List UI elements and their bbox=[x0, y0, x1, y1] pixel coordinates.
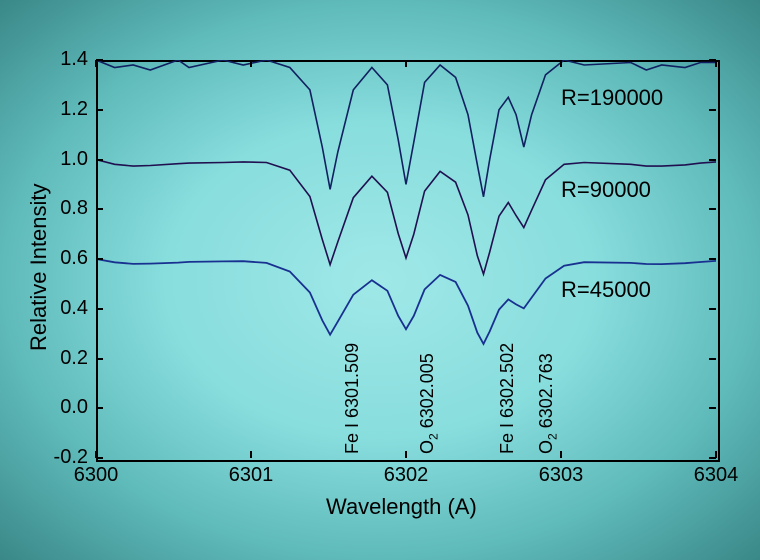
x-tick bbox=[560, 60, 562, 67]
x-tick bbox=[715, 60, 717, 67]
line-id-label: Fe I 6302.502 bbox=[497, 343, 518, 454]
x-tick bbox=[560, 451, 562, 458]
x-tick-label: 6300 bbox=[74, 464, 119, 487]
x-tick bbox=[405, 60, 407, 67]
chart-background: Relative Intensity Wavelength (A) -0.20.… bbox=[0, 0, 760, 560]
y-tick-label: 0.8 bbox=[40, 197, 88, 220]
line-id-label: O2 6302.763 bbox=[536, 353, 560, 454]
resolution-label: R=190000 bbox=[561, 85, 663, 111]
y-tick bbox=[96, 258, 103, 260]
y-tick-label: 1.0 bbox=[40, 148, 88, 171]
resolution-label: R=90000 bbox=[561, 177, 651, 203]
x-tick-label: 6301 bbox=[229, 464, 274, 487]
line-id-label: Fe I 6301.509 bbox=[342, 343, 363, 454]
y-tick-label: 0.2 bbox=[40, 347, 88, 370]
x-tick-label: 6303 bbox=[539, 464, 584, 487]
y-tick bbox=[96, 407, 103, 409]
y-tick bbox=[96, 358, 103, 360]
y-tick bbox=[709, 407, 716, 409]
y-tick-label: 1.2 bbox=[40, 98, 88, 121]
line-id-label: O2 6302.005 bbox=[417, 353, 441, 454]
y-tick bbox=[96, 208, 103, 210]
y-tick bbox=[709, 258, 716, 260]
y-tick bbox=[96, 159, 103, 161]
x-tick-label: 6304 bbox=[694, 464, 739, 487]
y-tick-label: 1.4 bbox=[40, 48, 88, 71]
y-tick bbox=[709, 208, 716, 210]
y-tick bbox=[709, 358, 716, 360]
x-tick bbox=[715, 451, 717, 458]
resolution-label: R=45000 bbox=[561, 277, 651, 303]
x-tick bbox=[250, 451, 252, 458]
y-tick bbox=[96, 109, 103, 111]
y-tick-label: 0.6 bbox=[40, 247, 88, 270]
x-tick bbox=[250, 60, 252, 67]
y-tick bbox=[709, 109, 716, 111]
y-tick bbox=[96, 59, 103, 61]
y-tick-label: 0.4 bbox=[40, 297, 88, 320]
y-tick bbox=[709, 308, 716, 310]
x-tick-label: 6302 bbox=[384, 464, 429, 487]
y-tick bbox=[96, 457, 103, 459]
y-tick-label: 0.0 bbox=[40, 396, 88, 419]
x-tick bbox=[405, 451, 407, 458]
x-tick bbox=[95, 60, 97, 67]
y-tick bbox=[709, 159, 716, 161]
y-tick bbox=[96, 308, 103, 310]
x-tick bbox=[95, 451, 97, 458]
spectrum-R190000 bbox=[96, 60, 716, 197]
